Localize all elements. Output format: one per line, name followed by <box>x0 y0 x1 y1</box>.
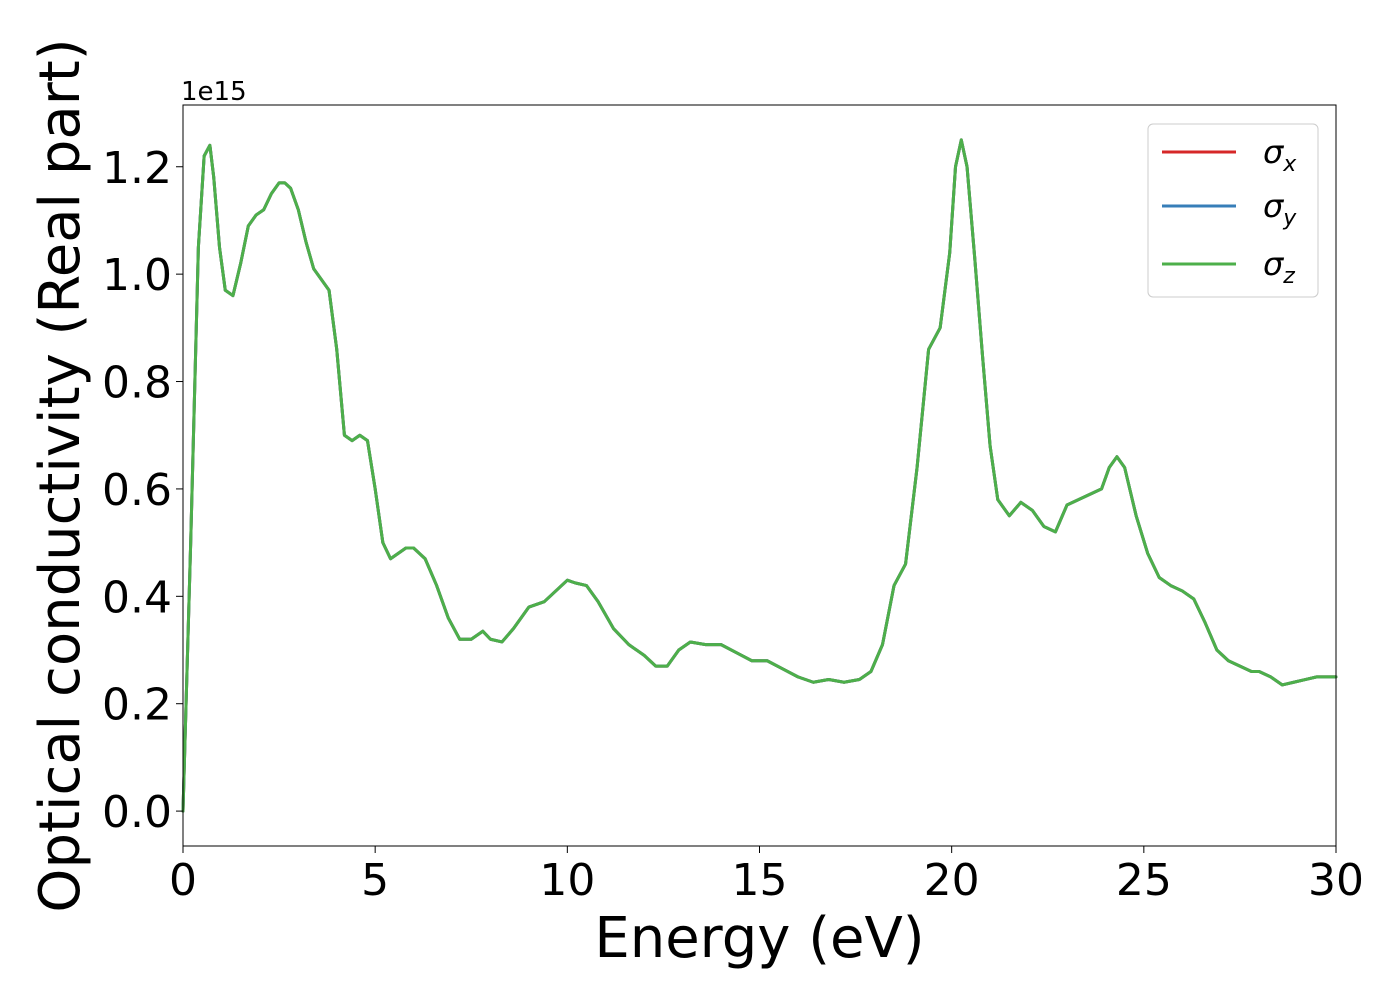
legend-symbol: σ <box>1263 187 1285 225</box>
legend-symbol: σ <box>1263 133 1285 171</box>
x-tick-label: 15 <box>732 855 788 906</box>
legend-label: σx <box>1263 133 1297 177</box>
x-tick-label: 0 <box>169 855 197 906</box>
y-tick-label: 0.4 <box>102 572 172 623</box>
series-line-2 <box>181 138 1338 813</box>
x-tick-label: 25 <box>1116 855 1172 906</box>
y-tick-label: 0.6 <box>102 465 172 516</box>
x-tick-label: 10 <box>539 855 595 906</box>
y-tick-label: 0.0 <box>102 787 172 838</box>
legend-label: σy <box>1263 187 1297 231</box>
series-layer <box>181 138 1338 813</box>
x-tick-label: 20 <box>924 855 980 906</box>
legend-box <box>1147 123 1319 298</box>
legend-subscript: z <box>1282 264 1295 289</box>
y-tick-label: 0.2 <box>102 680 172 731</box>
y-offset-text: 1e15 <box>181 77 247 107</box>
legend-label: σz <box>1263 245 1295 289</box>
y-tick-label: 0.8 <box>102 358 172 409</box>
legend-symbol: σ <box>1263 245 1285 283</box>
legend-subscript: y <box>1282 206 1297 231</box>
legend-subscript: x <box>1282 152 1297 177</box>
y-axis: 0.0 0.2 0.4 0.6 0.8 1.0 1.2 <box>102 143 183 838</box>
x-tick-label: 5 <box>361 855 389 906</box>
x-tick-label: 30 <box>1308 855 1364 906</box>
x-axis-label: Energy (eV) <box>594 906 924 971</box>
y-tick-label: 1.2 <box>102 143 172 194</box>
x-axis: 0 5 10 15 20 25 30 <box>169 846 1364 906</box>
y-axis-label: Optical conductivity (Real part) <box>28 38 93 912</box>
y-tick-label: 1.0 <box>102 250 172 301</box>
